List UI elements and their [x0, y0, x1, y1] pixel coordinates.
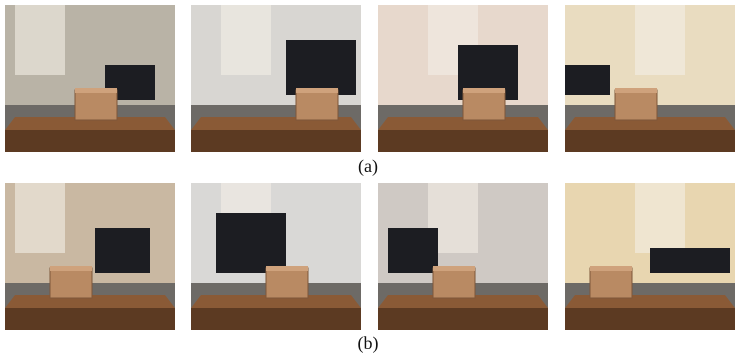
box-lid [75, 88, 117, 93]
box [433, 268, 475, 298]
monitor [565, 65, 610, 95]
table-front [5, 308, 175, 330]
box [296, 90, 338, 120]
caption: (b) [358, 333, 379, 354]
photo-panel [565, 5, 735, 152]
photo-panel [378, 183, 548, 330]
box [590, 268, 632, 298]
table-front [5, 130, 175, 152]
table-front [378, 308, 548, 330]
photo-panel [565, 183, 735, 330]
box-lid [266, 266, 308, 271]
window-light [15, 183, 65, 253]
monitor [286, 40, 356, 95]
window-light [15, 5, 65, 75]
caption: (a) [358, 156, 378, 177]
table-front [565, 130, 735, 152]
window-light [635, 183, 685, 253]
table-front [378, 130, 548, 152]
box-lid [433, 266, 475, 271]
figure: (a) (b) [0, 0, 736, 356]
box [615, 90, 657, 120]
box-lid [590, 266, 632, 271]
photo-panel [5, 183, 175, 330]
photo-panel [378, 5, 548, 152]
monitor [216, 213, 286, 273]
table-front [191, 308, 361, 330]
monitor [95, 228, 150, 273]
box [266, 268, 308, 298]
table-front [191, 130, 361, 152]
window-light [221, 5, 271, 75]
table-front [565, 308, 735, 330]
box-lid [463, 88, 505, 93]
box-lid [50, 266, 92, 271]
window-light [635, 5, 685, 75]
monitor [388, 228, 438, 273]
photo-panel [191, 5, 361, 152]
box [50, 268, 92, 298]
box-lid [615, 88, 657, 93]
monitor [650, 248, 730, 273]
box [463, 90, 505, 120]
photo-panel [5, 5, 175, 152]
box [75, 90, 117, 120]
photo-panel [191, 183, 361, 330]
box-lid [296, 88, 338, 93]
